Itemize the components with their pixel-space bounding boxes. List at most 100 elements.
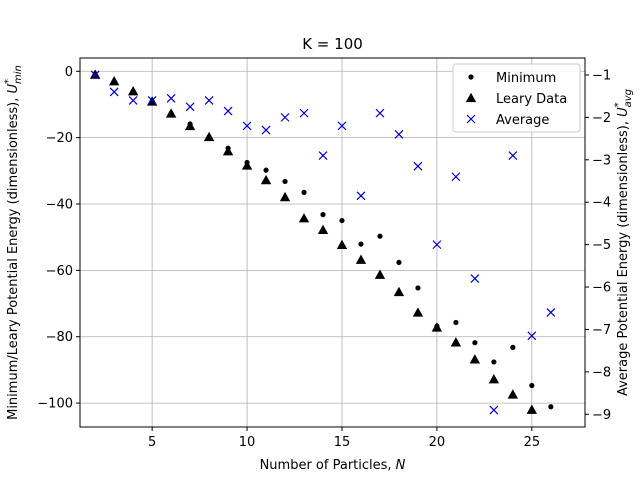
data-point xyxy=(165,108,177,118)
x-tick-label: 5 xyxy=(148,435,156,450)
data-point xyxy=(469,354,481,364)
y-left-tick-label: −60 xyxy=(46,264,73,279)
x-tick-label: 20 xyxy=(429,435,446,450)
data-point xyxy=(339,217,345,224)
x-tick-label: 10 xyxy=(239,435,256,450)
data-point xyxy=(489,405,499,415)
data-point xyxy=(318,151,328,160)
data-point xyxy=(431,322,443,332)
data-point xyxy=(451,172,461,182)
y-left-tick-label: −100 xyxy=(37,397,73,412)
y-right-tick-label: −1 xyxy=(592,68,611,83)
data-point xyxy=(508,151,518,160)
data-point xyxy=(377,233,383,239)
legend-label: Leary Data xyxy=(496,92,567,107)
data-point xyxy=(374,269,386,279)
y-right-tick-label: −6 xyxy=(592,281,611,296)
data-point xyxy=(109,87,119,97)
data-point xyxy=(412,307,424,317)
data-point xyxy=(526,404,538,414)
data-point xyxy=(529,382,535,389)
y-left-tick-label: −20 xyxy=(46,131,73,146)
data-point xyxy=(336,239,348,249)
legend-marker xyxy=(465,92,477,103)
data-point xyxy=(317,224,329,235)
series-layer xyxy=(89,69,556,415)
data-point xyxy=(510,344,516,350)
series-average xyxy=(90,70,556,415)
y-right-tick-label: −2 xyxy=(592,111,611,126)
x-tick-label: 25 xyxy=(524,435,541,450)
data-point xyxy=(394,129,404,139)
y-axis-label-left: Minimum/Leary Potential Energy (dimensio… xyxy=(3,65,24,420)
legend-label: Minimum xyxy=(496,71,556,86)
data-point xyxy=(166,93,176,103)
x-axis-label: Number of Particles, N xyxy=(260,458,406,473)
data-point xyxy=(491,359,497,365)
data-point xyxy=(507,389,519,399)
y-left-tick-label: −40 xyxy=(46,198,73,213)
data-point xyxy=(261,125,271,135)
y-right-tick-label: −8 xyxy=(592,365,611,380)
data-point xyxy=(298,213,310,223)
data-point xyxy=(415,285,421,291)
data-point xyxy=(413,161,423,171)
x-tick-label: 15 xyxy=(334,435,351,450)
data-point xyxy=(127,85,139,96)
data-point xyxy=(450,337,462,347)
data-point xyxy=(432,240,442,250)
y-right-tick-label: −3 xyxy=(592,153,611,168)
data-point xyxy=(548,404,554,410)
data-point xyxy=(470,274,480,283)
data-point xyxy=(280,112,290,122)
data-point xyxy=(472,340,478,346)
y-right-tick-label: −4 xyxy=(592,196,611,211)
data-point xyxy=(488,374,500,384)
y-left-tick-label: 0 xyxy=(65,65,73,80)
data-point xyxy=(263,167,269,173)
data-point xyxy=(356,191,366,201)
legend-marker xyxy=(466,114,476,124)
gridlines xyxy=(80,58,585,427)
data-point xyxy=(279,191,291,202)
data-point xyxy=(396,259,402,266)
data-point xyxy=(260,174,272,185)
tick-layer: 5 10 15 20 25 0 −20 −40 −60 −80 −100 −1 −2 −3 −4 −5 −6 −7… xyxy=(37,65,611,450)
data-point xyxy=(299,108,309,118)
legend-marker xyxy=(468,74,474,80)
data-point xyxy=(242,121,252,131)
data-point xyxy=(90,70,100,80)
data-point xyxy=(358,241,364,247)
data-point xyxy=(337,121,347,131)
data-point xyxy=(222,146,234,156)
data-point xyxy=(355,254,367,264)
data-point xyxy=(204,95,214,105)
data-point xyxy=(546,308,556,317)
data-point xyxy=(108,76,120,86)
plot-frame xyxy=(79,57,586,428)
data-point xyxy=(453,319,459,326)
data-point xyxy=(393,286,405,297)
y-axis-label-right: Average Potential Energy (dimensionless)… xyxy=(613,89,634,396)
y-right-tick-label: −9 xyxy=(592,408,611,423)
data-point xyxy=(128,95,138,105)
data-point xyxy=(223,106,233,116)
data-point xyxy=(89,69,101,79)
data-point xyxy=(301,189,307,195)
data-point xyxy=(375,108,385,118)
data-point xyxy=(203,131,215,142)
data-point xyxy=(184,120,196,131)
legend-box xyxy=(452,63,581,133)
y-left-tick-label: −80 xyxy=(46,330,73,345)
data-point xyxy=(147,95,157,105)
data-point xyxy=(320,212,326,218)
y-right-tick-label: −5 xyxy=(592,238,611,253)
legend: Minimum Leary Data Average xyxy=(452,63,581,133)
data-point xyxy=(241,160,253,170)
data-point xyxy=(185,102,195,112)
data-point xyxy=(527,331,537,341)
chart-title: K = 100 xyxy=(302,35,363,53)
y-right-tick-label: −7 xyxy=(592,323,611,338)
data-point xyxy=(282,178,288,185)
